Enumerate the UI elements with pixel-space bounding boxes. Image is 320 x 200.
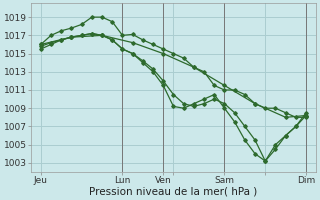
X-axis label: Pression niveau de la mer( hPa ): Pression niveau de la mer( hPa ) — [89, 187, 258, 197]
